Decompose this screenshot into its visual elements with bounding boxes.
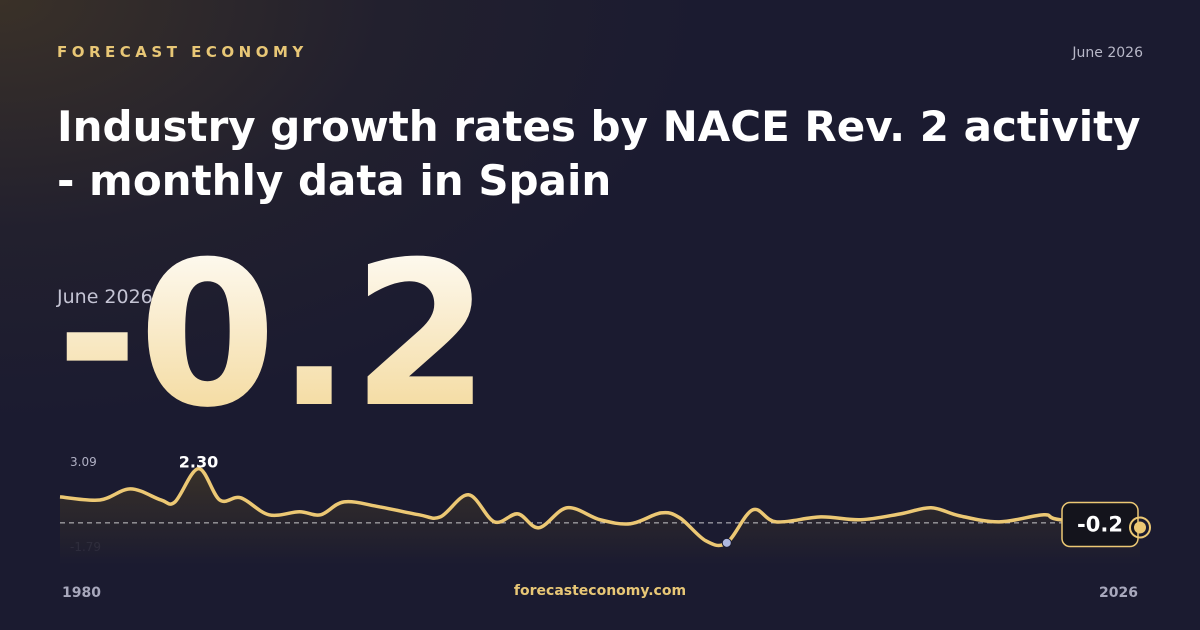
min-point [721, 537, 732, 548]
x-tick-label: 1980 [62, 585, 101, 601]
headline-date: June 2026 [56, 286, 153, 308]
date: June 2026 [1072, 45, 1143, 61]
last-point [1134, 521, 1146, 534]
brand: FORECAST ECONOMY [57, 43, 308, 61]
footer: forecasteconomy.com [513, 583, 687, 599]
peak-label: 2.30 [179, 453, 218, 472]
title: Industry growth rates by NACE Rev. 2 act… [57, 102, 1141, 205]
last-point-ring [1129, 516, 1151, 539]
line [59, 466, 1141, 548]
y-tick-label: 3.09 [70, 455, 97, 469]
last-value-label: -0.2 [1077, 513, 1123, 537]
headline-value: -0.2 [56, 219, 490, 452]
x-tick-label: 2026 [1099, 585, 1138, 601]
area [60, 468, 1140, 565]
